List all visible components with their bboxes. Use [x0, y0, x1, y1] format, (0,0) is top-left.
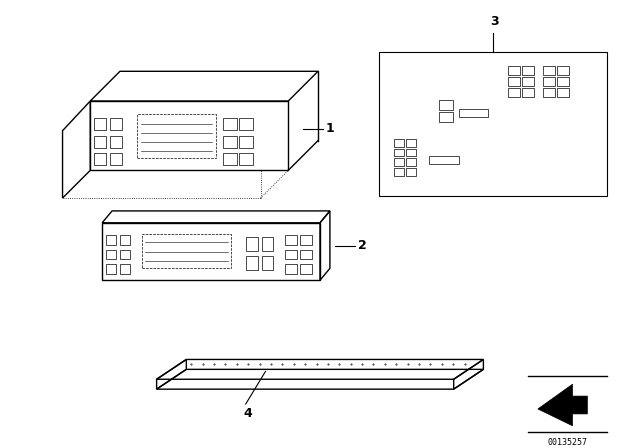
Text: 4: 4 — [244, 407, 253, 420]
Text: 2: 2 — [358, 239, 366, 252]
Text: 00135257: 00135257 — [548, 438, 588, 447]
Polygon shape — [538, 384, 588, 426]
Text: 1: 1 — [326, 122, 335, 135]
Text: 3: 3 — [490, 15, 499, 28]
